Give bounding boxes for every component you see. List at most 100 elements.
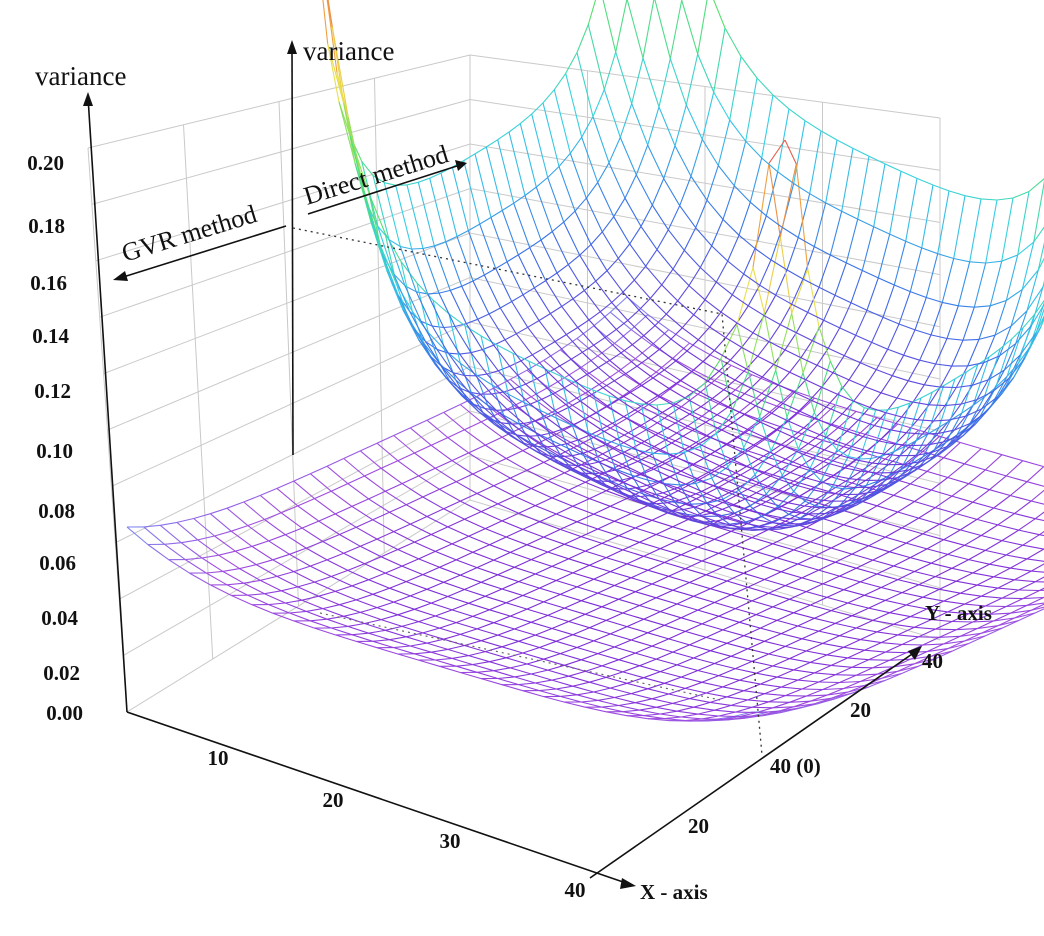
surface-mesh-line xyxy=(777,620,798,626)
surface-mesh-line xyxy=(740,673,757,680)
surface-mesh-line xyxy=(901,171,917,178)
surface-mesh-line xyxy=(365,624,386,631)
surface-mesh-line xyxy=(785,689,802,696)
surface-mesh-line xyxy=(419,551,436,559)
surface-mesh-line xyxy=(860,574,877,582)
surface-mesh-line xyxy=(1034,178,1044,242)
surface-mesh-line xyxy=(849,380,865,387)
surface-mesh-line xyxy=(568,265,584,291)
surface-mesh-line xyxy=(652,512,669,520)
surface-mesh-line xyxy=(560,648,577,654)
surface-mesh-line xyxy=(683,436,699,444)
surface-mesh-line xyxy=(689,286,705,300)
surface-mesh-line xyxy=(415,603,432,609)
surface-mesh-line xyxy=(1027,559,1044,562)
surface-mesh-line xyxy=(394,428,411,436)
surface-mesh-line xyxy=(573,628,590,635)
surface-mesh-line xyxy=(952,484,969,496)
surface-mesh-line xyxy=(735,707,752,712)
surface-mesh-line xyxy=(657,250,673,270)
surface-mesh-line xyxy=(692,362,703,372)
surface-mesh-line xyxy=(523,596,544,602)
surface-mesh-line xyxy=(1038,219,1044,270)
surface-mesh-line xyxy=(865,531,886,537)
surface-mesh-line xyxy=(648,633,669,639)
surface-mesh-line xyxy=(444,634,461,639)
surface-mesh-line xyxy=(219,551,236,555)
surface-mesh-line xyxy=(760,566,781,572)
surface-mesh-line xyxy=(608,406,624,417)
surface-mesh-line xyxy=(826,203,842,211)
surface-mesh-line xyxy=(531,622,552,628)
surface-mesh-line xyxy=(705,300,721,312)
surface-mesh-line xyxy=(612,423,628,433)
surface-mesh-line xyxy=(910,549,927,558)
surface-mesh-line xyxy=(826,140,837,203)
surface-mesh-line xyxy=(885,645,902,653)
surface-mesh-line xyxy=(885,537,906,543)
surface-mesh-line xyxy=(381,620,402,627)
surface-mesh-line xyxy=(986,200,997,263)
surface-mesh-line xyxy=(730,347,741,360)
surface-mesh-line xyxy=(644,678,665,684)
surface-mesh-line xyxy=(369,573,386,580)
surface-mesh-line xyxy=(643,0,654,58)
surface-mesh-line xyxy=(840,303,851,328)
z-tick-label: 0.20 xyxy=(27,151,64,175)
surface-mesh-line xyxy=(594,692,615,698)
surface-mesh-line xyxy=(794,662,811,670)
surface-mesh-line xyxy=(869,652,886,660)
z-axis-right-arrow xyxy=(287,40,297,54)
surface-mesh-line xyxy=(942,259,953,303)
surface-mesh-line xyxy=(515,674,532,677)
surface-mesh-line xyxy=(302,528,323,541)
surface-mesh-line xyxy=(673,269,689,286)
surface-mesh-line xyxy=(694,651,711,658)
surface-mesh-line xyxy=(481,635,498,641)
surface-mesh-line xyxy=(908,360,919,381)
surface-mesh-line xyxy=(512,302,528,328)
surface-mesh-line xyxy=(478,319,494,345)
grid-line xyxy=(108,278,941,431)
surface-mesh-line xyxy=(852,608,869,616)
surface-mesh-line xyxy=(656,590,673,598)
surface-mesh-line xyxy=(718,120,729,166)
surface-mesh-line xyxy=(798,680,819,682)
surface-mesh-line xyxy=(624,410,635,417)
surface-mesh-line xyxy=(565,537,582,545)
surface-mesh-line xyxy=(410,428,431,445)
surface-mesh-line xyxy=(827,647,844,655)
surface-mesh-line xyxy=(814,203,825,247)
surface-mesh-line xyxy=(598,521,615,529)
surface-mesh-line xyxy=(435,551,456,560)
surface-mesh-line xyxy=(721,325,737,359)
surface-mesh-line xyxy=(985,470,1006,476)
surface-mesh-line xyxy=(748,694,765,700)
surface-mesh-line xyxy=(519,574,536,582)
surface-mesh-line xyxy=(369,630,386,633)
surface-mesh-line xyxy=(915,627,936,629)
surface-mesh-line xyxy=(881,635,898,643)
surface-mesh-line xyxy=(603,388,619,400)
surface-mesh-line xyxy=(986,393,1002,412)
surface-mesh-line xyxy=(701,399,712,407)
surface-mesh-line xyxy=(869,660,890,661)
surface-mesh-line xyxy=(772,413,788,421)
surface-mesh-line xyxy=(796,164,807,269)
surface-mesh-line xyxy=(752,661,773,666)
surface-mesh-line xyxy=(532,103,543,114)
surface-mesh-line xyxy=(902,585,919,593)
surface-mesh-line xyxy=(465,430,486,445)
surface-mesh-line xyxy=(644,612,661,620)
surface-mesh-line xyxy=(881,580,898,588)
surface-mesh-line xyxy=(792,269,808,314)
surface-mesh-line xyxy=(165,543,182,545)
surface-mesh-line xyxy=(810,542,831,548)
surface-mesh-line xyxy=(335,506,352,514)
surface-mesh-line xyxy=(848,531,865,540)
surface-mesh-line xyxy=(660,672,681,678)
surface-mesh-line xyxy=(431,527,448,535)
surface-mesh-line xyxy=(319,596,340,605)
surface-mesh-line xyxy=(514,203,530,247)
surface-mesh-line xyxy=(635,699,652,703)
